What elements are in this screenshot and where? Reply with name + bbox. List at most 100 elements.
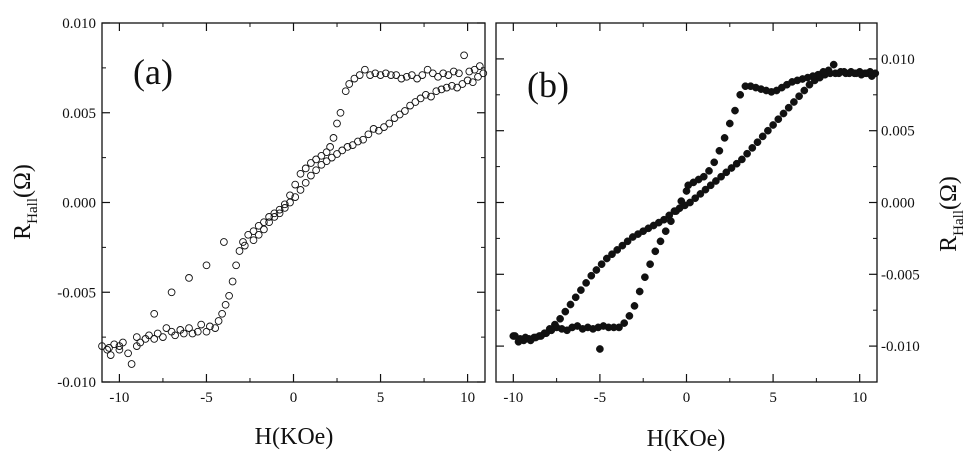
panel-a-data-point [460,51,468,60]
panel-a-data-point [221,300,230,309]
panel-a-data-point [354,137,362,146]
panel-a-data-point [434,72,442,81]
panel-a-data-point [244,230,253,239]
panel-a-data-point [270,213,279,221]
panel-a-data-point [218,309,226,318]
panel-b-data-point [651,247,660,256]
panel-a-data-point [312,166,320,175]
panel-b-data-point [720,134,729,142]
panel-a-data-point [348,141,357,149]
panel-a-data-point [439,69,448,78]
panel-b-data-point [582,279,590,287]
panel-a-data-point [442,83,451,92]
panel-a-data-point [390,114,399,122]
panel-a-y-axis-title: RHall(Ω) [10,164,41,240]
panel-a-data-point [411,98,420,106]
panel-b-data-point [835,69,843,78]
panel-a-y-tick-label: 0.010 [62,16,96,32]
panel-b-y-tick-label: 0.010 [881,52,915,68]
panel-a-x-tick-label: 5 [377,390,385,406]
panel-a-data-point [136,338,145,347]
panel-a-data-point [355,71,364,79]
panel-a-data-point [197,320,206,329]
panel-a-data-point [124,349,132,358]
panel-b-data-point [769,121,777,129]
panel-a-data-point [106,351,115,359]
panel-a-data-point [301,178,310,187]
panel-b-data-point [613,246,622,254]
panel-b-data-point [715,146,724,155]
panel-b-data-point [630,302,639,310]
panel-a-data-point [296,169,305,178]
panel-b-data-point [795,92,803,101]
panel-b-data-point [620,319,629,327]
panel-b-data-point [641,273,649,282]
panel-b-data-point [722,168,731,177]
panel-b-data-point [753,138,762,147]
panel-b-x-tick-label: 0 [683,390,691,406]
panel-a-data-point [228,277,237,286]
panel-b-data-point [748,144,757,152]
panel-b-data-point [677,197,686,205]
panel-a-ticks: -10 -5 0 5 10 -0.010 -0.005 0.000 0.005 0.010 [57,16,485,406]
panel-a-data-point [374,126,383,135]
panel-b-y-tick-label: -0.010 [881,339,920,355]
panel-a-data-point [105,344,113,352]
panel-b-data-point [656,237,665,246]
panel-a-data-point [343,143,352,151]
panel-a-data-point [254,230,263,239]
panel-b-data-point [566,300,575,309]
panel-b-data-point [727,164,736,172]
panel-a-y-axis-title-sub: Hall [25,198,41,224]
panel-a-data-point [385,119,394,128]
panel-b-y-axis-title-unit: (Ω) [936,176,962,210]
panel-a-data-point [402,72,411,81]
panel-a-data-point [171,331,179,340]
panel-a-data-point [275,209,284,218]
panel-a-data-point [380,123,388,131]
panel-a-data-point [449,67,458,76]
panel-a-data-point [326,143,334,151]
panel-a-data-point [260,225,268,234]
panel-b-data-point [774,115,783,124]
panel-a-data-point [291,180,300,189]
panel-a-data-point [413,74,421,83]
panel-a-data-point [307,159,315,167]
panel-b-data-point [556,314,564,323]
panel-a-data-point [127,360,136,368]
panel-a-data-point [150,335,159,343]
panel-b-data-point [635,287,644,296]
panel-a-data-point [455,69,463,78]
panel-b-y-axis-title-main: R [936,236,962,252]
panel-a-data-point [265,218,273,227]
panel-a-data-point [387,71,395,79]
panel-a-data-point [448,81,456,90]
panel-a-data-point [115,342,124,350]
panel-a-x-axis-title: H(KOe) [255,424,334,450]
panel-a-data-point [235,247,244,255]
panel-b-data-points [509,60,880,353]
panel-a-data-point [395,110,404,119]
panel-a-data-point [376,71,385,79]
panel-b-y-axis-title: RHall(Ω) [936,176,964,252]
panel-a: -10 -5 0 5 10 -0.010 -0.005 0.000 0.005 0.010 (a)… [10,16,488,450]
panel-a-data-point [301,164,310,173]
panel-b-data-point [717,172,725,181]
panel-a-data-point [465,67,474,76]
panel-b-ticks: -10 -5 0 5 10 -0.010 -0.005 0.000 0.005 0.010 [496,23,920,406]
panel-b-data-point [725,119,734,128]
panel-b-data-point [691,194,700,203]
panel-a-data-point [103,345,112,354]
panel-b-data-point [790,98,798,106]
panel-b-data-point [646,260,654,269]
panel-a-data-point [185,324,193,332]
panel-b-data-point [686,198,694,207]
panel-b-data-point [758,132,767,141]
panel-a-data-point [193,327,202,336]
panel-a-data-point [322,157,331,166]
panel-b-data-point [625,312,634,320]
panel-a-data-point [153,329,162,338]
panel-b-data-point [561,307,570,316]
panel-a-data-point [397,74,406,83]
